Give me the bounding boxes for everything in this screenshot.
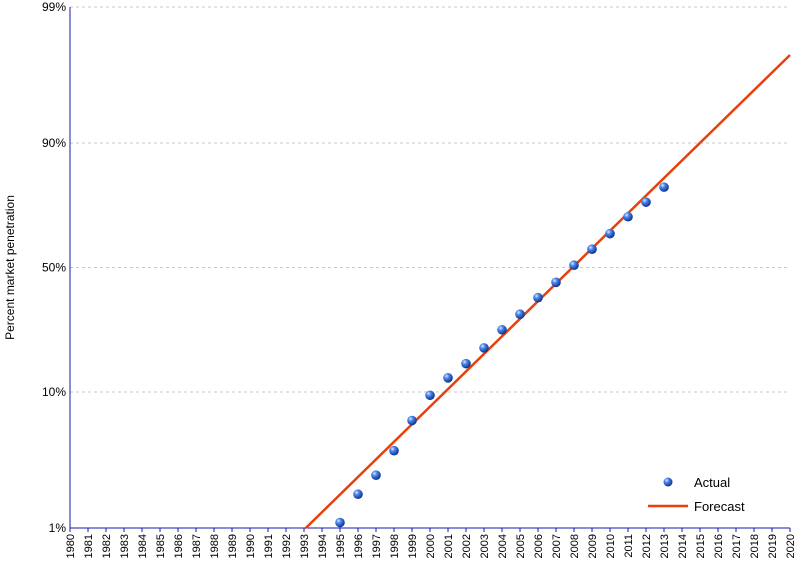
data-point: [569, 260, 579, 271]
x-tick-label: 2009: [587, 534, 599, 558]
x-tick-label: 2007: [551, 534, 563, 558]
x-tick-label: 2012: [641, 534, 653, 558]
data-point: [443, 373, 453, 383]
x-tick-label: 1981: [83, 534, 95, 558]
x-tick-label: 2010: [605, 534, 617, 558]
data-point: [623, 211, 633, 222]
data-point: [371, 470, 381, 480]
x-tick-label: 1988: [209, 534, 221, 558]
x-tick-label: 1995: [335, 534, 347, 558]
axes: [69, 7, 791, 532]
x-tick-label: 1996: [353, 534, 365, 558]
x-tick-label: 2017: [731, 534, 743, 558]
data-point: [389, 445, 399, 456]
forecast-series: [304, 54, 791, 529]
x-tick-label: 1989: [227, 534, 239, 558]
x-tick-label: 2020: [785, 534, 797, 558]
x-tick-label: 1987: [191, 534, 203, 558]
x-tick-label: 2001: [443, 534, 455, 558]
x-tick-label: 2008: [569, 534, 581, 558]
x-tick-label: 1993: [299, 534, 311, 558]
data-point: [659, 182, 669, 192]
x-tick-label: 2013: [659, 534, 671, 558]
x-tick-label: 2003: [479, 534, 491, 558]
y-axis-label: Percent market penetration: [3, 195, 17, 340]
x-tick-label: 2014: [677, 534, 689, 558]
data-point: [533, 292, 543, 303]
x-tick-label: 1980: [65, 534, 77, 558]
x-tick-label: 1994: [317, 534, 329, 558]
x-tick-label: 1982: [101, 534, 113, 558]
data-point: [641, 197, 651, 207]
x-tick-label: 1984: [137, 534, 149, 558]
data-point: [515, 309, 525, 319]
x-tick-label: 1983: [119, 534, 131, 558]
x-tick-labels: 1980 1981 1982 1983 1984 1985 1986 1987 1988 1989…: [65, 534, 797, 558]
y-tick-label: 99%: [42, 0, 66, 14]
grid-lines: [70, 6, 790, 393]
x-tick-label: 2002: [461, 534, 473, 558]
x-tick-label: 1991: [263, 534, 275, 558]
data-point: [587, 244, 597, 255]
data-point: [551, 277, 561, 288]
data-point: [497, 324, 507, 335]
x-tick-label: 2019: [767, 534, 779, 558]
data-point: [335, 517, 345, 528]
x-tick-label: 2006: [533, 534, 545, 558]
x-tick-label: 2016: [713, 534, 725, 558]
legend-marker-actual: [663, 477, 673, 487]
x-tick-label: 2015: [695, 534, 707, 558]
forecast-line: [304, 54, 791, 529]
x-tick-label: 1998: [389, 534, 401, 558]
data-point: [605, 228, 615, 239]
y-tick-label: 90%: [42, 136, 66, 150]
x-tick-label: 1997: [371, 534, 383, 558]
y-tick-label: 50%: [42, 261, 66, 275]
x-tick-label: 1985: [155, 534, 167, 558]
legend-label-forecast: Forecast: [694, 499, 745, 514]
x-tick-label: 2011: [623, 534, 635, 558]
y-tick-labels: 1% 10% 50% 90% 99%: [42, 0, 66, 535]
x-tick-label: 2000: [425, 534, 437, 558]
data-point: [353, 489, 363, 500]
x-tick-label: 2018: [749, 534, 761, 558]
data-point: [461, 358, 471, 369]
x-tick-label: 2005: [515, 534, 527, 558]
legend: Actual Forecast: [648, 475, 745, 514]
x-tick-label: 1986: [173, 534, 185, 558]
data-point: [407, 415, 417, 426]
x-tick-label: 1999: [407, 534, 419, 558]
y-tick-label: 10%: [42, 385, 66, 399]
data-point: [479, 343, 489, 353]
data-point: [425, 390, 435, 401]
y-tick-label: 1%: [49, 521, 67, 535]
x-tick-label: 1992: [281, 534, 293, 558]
actual-series: [335, 182, 669, 528]
legend-label-actual: Actual: [694, 475, 730, 490]
x-tick-label: 1990: [245, 534, 257, 558]
x-tick-label: 2004: [497, 534, 509, 558]
